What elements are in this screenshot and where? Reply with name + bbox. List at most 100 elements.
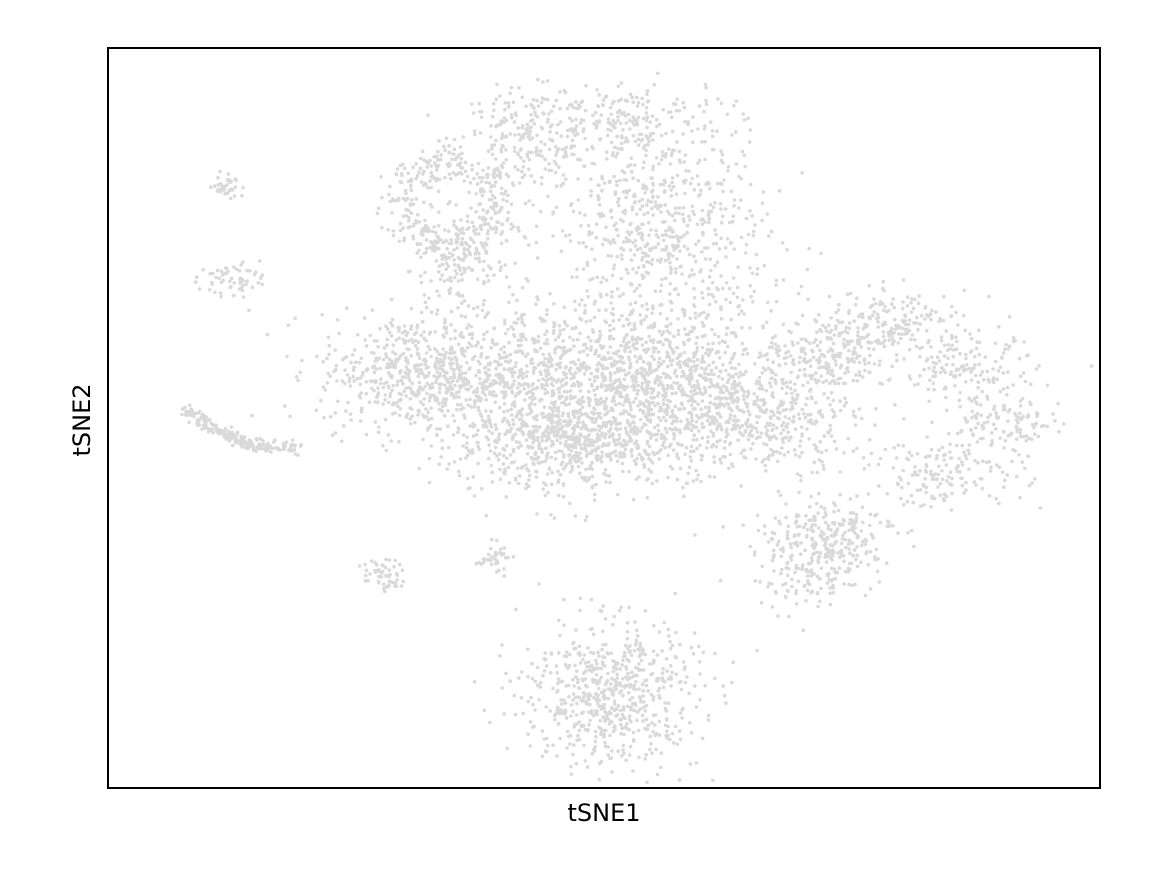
scatter-point <box>706 353 711 358</box>
scatter-point <box>649 324 653 328</box>
scatter-point <box>403 375 408 379</box>
scatter-point <box>399 378 403 383</box>
scatter-point <box>754 414 759 419</box>
scatter-point <box>746 425 750 429</box>
scatter-point <box>857 370 862 374</box>
scatter-point <box>695 174 700 178</box>
scatter-point <box>462 299 467 303</box>
scatter-point <box>393 362 398 366</box>
scatter-point <box>583 213 587 217</box>
scatter-point <box>499 149 504 154</box>
scatter-point <box>435 377 439 382</box>
scatter-point <box>661 359 666 364</box>
scatter-point <box>673 102 678 106</box>
scatter-point <box>866 340 870 345</box>
scatter-point <box>420 229 424 233</box>
scatter-point <box>757 386 762 391</box>
scatter-point <box>922 367 926 372</box>
scatter-point <box>565 390 569 394</box>
scatter-point <box>578 443 583 447</box>
scatter-point <box>624 189 628 193</box>
scatter-point <box>326 335 331 340</box>
scatter-point <box>634 396 638 401</box>
scatter-point <box>553 144 558 149</box>
scatter-point <box>764 407 769 412</box>
scatter-point <box>710 281 715 285</box>
scatter-point <box>682 233 687 237</box>
scatter-point <box>630 454 634 458</box>
scatter-point <box>372 364 376 368</box>
scatter-point <box>671 235 676 239</box>
scatter-point <box>355 376 360 381</box>
scatter-point <box>664 229 668 233</box>
scatter-point <box>376 345 380 349</box>
scatter-point <box>645 92 649 96</box>
scatter-point <box>666 383 670 388</box>
scatter-point <box>637 452 642 457</box>
scatter-point <box>669 363 674 367</box>
scatter-point <box>582 372 587 376</box>
scatter-point <box>659 283 664 288</box>
scatter-point <box>678 430 682 435</box>
scatter-point <box>521 382 526 387</box>
scatter-point <box>640 197 645 202</box>
scatter-point <box>632 385 637 390</box>
scatter-point <box>629 426 634 431</box>
scatter-point <box>595 385 600 389</box>
scatter-point <box>508 132 513 136</box>
scatter-point <box>405 358 410 363</box>
scatter-point <box>993 359 998 364</box>
scatter-point <box>545 430 549 434</box>
scatter-point <box>585 412 589 417</box>
scatter-point <box>714 286 719 290</box>
scatter-point <box>641 116 646 121</box>
scatter-point <box>622 452 626 457</box>
scatter-point <box>899 336 903 341</box>
scatter-point <box>706 286 710 291</box>
scatter-point <box>378 326 382 331</box>
scatter-point <box>567 453 571 458</box>
scatter-point <box>404 191 408 196</box>
scatter-point <box>430 174 435 178</box>
scatter-point <box>551 402 556 406</box>
scatter-point <box>415 212 420 217</box>
scatter-point <box>676 317 680 321</box>
scatter-point <box>519 332 523 337</box>
scatter-point <box>534 240 539 245</box>
scatter-point <box>388 394 392 399</box>
scatter-point <box>404 415 409 420</box>
scatter-point <box>542 112 546 116</box>
scatter-point <box>489 197 494 202</box>
scatter-point <box>628 312 632 317</box>
scatter-point <box>640 374 645 378</box>
scatter-point <box>455 379 460 383</box>
scatter-point <box>624 372 629 377</box>
scatter-point <box>648 120 652 124</box>
scatter-point <box>600 242 605 247</box>
scatter-point <box>545 383 550 388</box>
scatter-point <box>460 257 465 262</box>
scatter-point <box>409 211 414 215</box>
scatter-point <box>1000 356 1004 360</box>
scatter-point <box>545 120 550 124</box>
scatter-point <box>970 416 974 420</box>
scatter-point <box>433 347 437 351</box>
scatter-point <box>809 387 813 392</box>
scatter-point <box>759 384 764 388</box>
scatter-point <box>627 232 632 237</box>
scatter-point <box>605 133 610 138</box>
scatter-point <box>596 104 600 108</box>
scatter-point <box>901 278 906 282</box>
scatter-point <box>849 291 853 296</box>
scatter-point <box>634 212 639 216</box>
scatter-point <box>958 372 962 377</box>
scatter-point <box>519 417 524 422</box>
scatter-point <box>619 391 623 395</box>
scatter-point <box>733 385 737 389</box>
scatter-point <box>718 457 722 462</box>
scatter-point <box>656 364 661 369</box>
scatter-point <box>529 401 533 406</box>
scatter-point <box>676 292 681 297</box>
scatter-point <box>675 477 680 482</box>
scatter-point <box>486 228 491 233</box>
